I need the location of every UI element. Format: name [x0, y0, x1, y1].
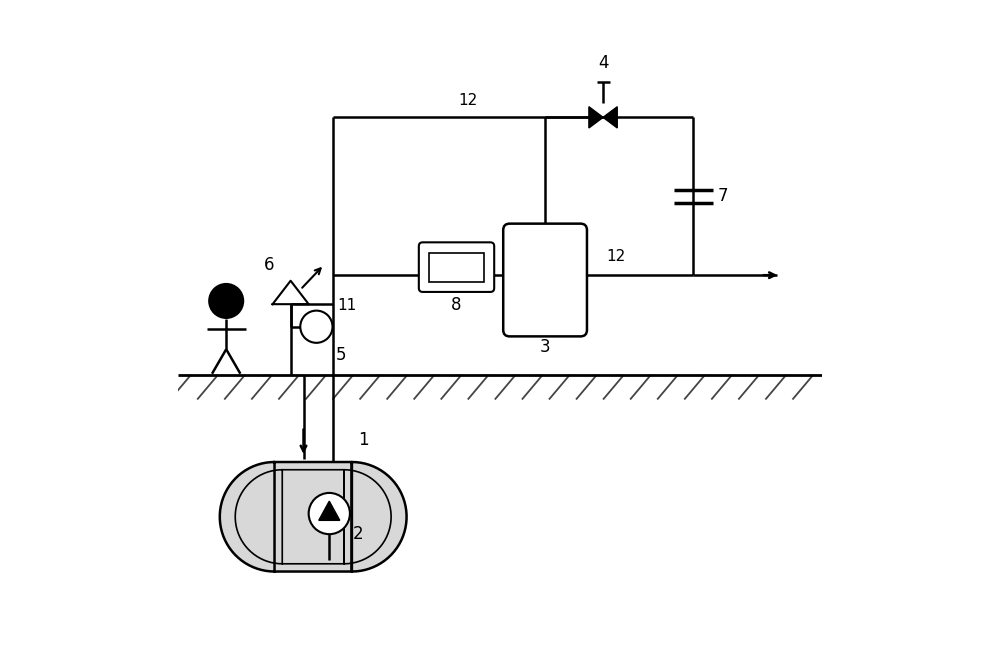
Polygon shape: [220, 462, 275, 571]
Text: 11: 11: [338, 298, 357, 313]
Text: 6: 6: [264, 256, 275, 274]
Bar: [429, 252, 484, 281]
Text: 8: 8: [451, 296, 462, 314]
Circle shape: [300, 311, 333, 343]
Polygon shape: [603, 107, 617, 128]
Text: 1: 1: [358, 431, 369, 449]
Circle shape: [208, 283, 244, 319]
Text: 3: 3: [540, 338, 550, 356]
Text: 4: 4: [598, 54, 608, 72]
Text: 12: 12: [458, 93, 477, 107]
Text: 7: 7: [718, 187, 728, 205]
Polygon shape: [352, 462, 407, 571]
FancyBboxPatch shape: [503, 224, 587, 336]
FancyBboxPatch shape: [419, 243, 494, 292]
Text: 2: 2: [353, 525, 364, 543]
Bar: [275, 462, 352, 571]
Text: 5: 5: [336, 346, 346, 364]
Polygon shape: [319, 501, 340, 520]
Circle shape: [309, 493, 350, 534]
Text: 12: 12: [606, 248, 626, 263]
Polygon shape: [589, 107, 603, 128]
